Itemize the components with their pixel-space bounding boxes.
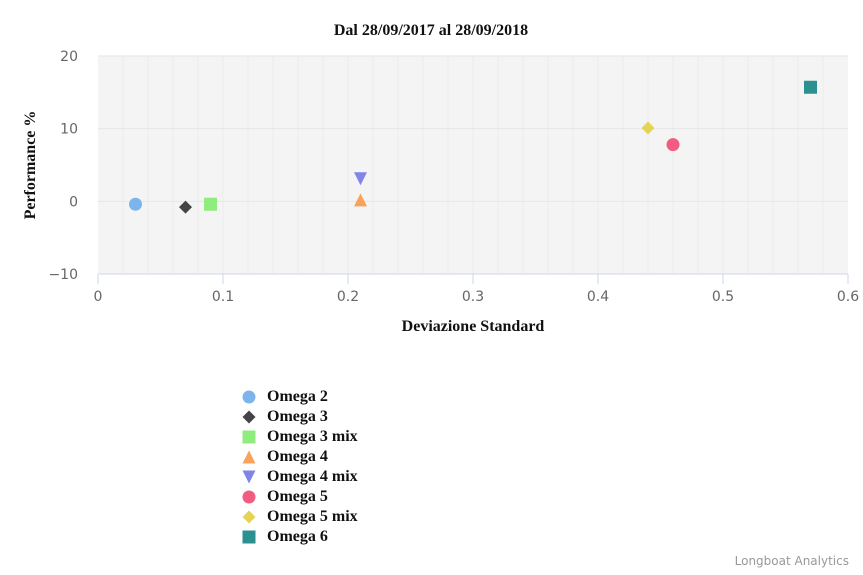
y-tick-label: 10	[60, 122, 78, 138]
legend-item-omega-5[interactable]: Omega 5	[240, 487, 358, 507]
x-axis-ticks: 0 0.1 0.2 0.3 0.4 0.5 0.6	[94, 274, 859, 305]
data-point-omega-3-mix[interactable]	[204, 197, 217, 211]
square-shape	[242, 430, 256, 444]
diamond-marker-icon	[242, 510, 256, 524]
data-point-omega-5[interactable]	[666, 138, 680, 152]
y-tick-label: 20	[60, 49, 78, 65]
data-point-omega-4-mix[interactable]	[354, 172, 367, 186]
data-point-omega-2[interactable]	[129, 197, 142, 211]
legend-item-omega-3-mix[interactable]: Omega 3 mix	[240, 427, 358, 447]
x-tick-label: 0.6	[837, 289, 859, 305]
triangle-marker-icon	[242, 450, 256, 464]
x-tick-label: 0.5	[712, 289, 734, 305]
diamond-shape	[242, 410, 256, 424]
legend-item-omega-4[interactable]: Omega 4	[240, 447, 358, 467]
circle-marker-icon	[242, 390, 256, 404]
legend-item-omega-6[interactable]: Omega 6	[240, 527, 358, 547]
legend-label: Omega 4 mix	[267, 468, 358, 485]
triangle-down-shape	[242, 470, 256, 484]
x-tick-label: 0.3	[462, 289, 484, 305]
legend-label: Omega 5	[267, 488, 328, 505]
legend-label: Omega 6	[267, 528, 328, 545]
triangle-down-marker-icon	[242, 470, 256, 484]
circle-shape	[242, 390, 256, 404]
y-tick-label: −10	[48, 267, 78, 283]
data-points	[129, 80, 817, 214]
y-axis-title: Performance %	[22, 111, 39, 220]
x-tick-label: 0.4	[587, 289, 609, 305]
data-point-omega-6[interactable]	[804, 80, 817, 94]
chart-title: Dal 28/09/2017 al 28/09/2018	[334, 22, 528, 39]
triangle-shape	[242, 450, 256, 464]
legend-label: Omega 3 mix	[267, 428, 358, 445]
circle-shape	[242, 490, 256, 504]
x-tick-label: 0.1	[212, 289, 234, 305]
circle-marker-icon	[242, 490, 256, 504]
square-marker-icon	[242, 430, 256, 444]
x-axis-title: Deviazione Standard	[402, 318, 545, 335]
legend-label: Omega 4	[267, 448, 328, 465]
legend-label: Omega 5 mix	[267, 508, 358, 525]
legend-item-omega-4-mix[interactable]: Omega 4 mix	[240, 467, 358, 487]
data-point-omega-4[interactable]	[354, 193, 367, 207]
y-axis-ticks: 20 10 0 −10	[48, 49, 78, 283]
diamond-shape	[242, 510, 256, 524]
diamond-marker-icon	[242, 410, 256, 424]
square-shape	[242, 530, 256, 544]
x-tick-label: 0.2	[337, 289, 359, 305]
legend: Omega 2 Omega 3 Omega 3 mix Omega 4 Omega 4 …	[240, 387, 358, 547]
legend-label: Omega 3	[267, 408, 328, 425]
y-tick-label: 0	[69, 194, 78, 210]
legend-item-omega-3[interactable]: Omega 3	[240, 407, 358, 427]
legend-item-omega-2[interactable]: Omega 2	[240, 387, 358, 407]
data-point-omega-5-mix[interactable]	[641, 121, 655, 135]
legend-item-omega-5-mix[interactable]: Omega 5 mix	[240, 507, 358, 527]
data-point-omega-3[interactable]	[179, 200, 192, 214]
legend-label: Omega 2	[267, 388, 328, 405]
minor-gridlines	[122, 56, 824, 274]
credits-link[interactable]: Longboat Analytics	[734, 554, 849, 568]
major-gridlines	[98, 55, 848, 202]
x-tick-label: 0	[94, 289, 103, 305]
square-marker-icon	[242, 530, 256, 544]
